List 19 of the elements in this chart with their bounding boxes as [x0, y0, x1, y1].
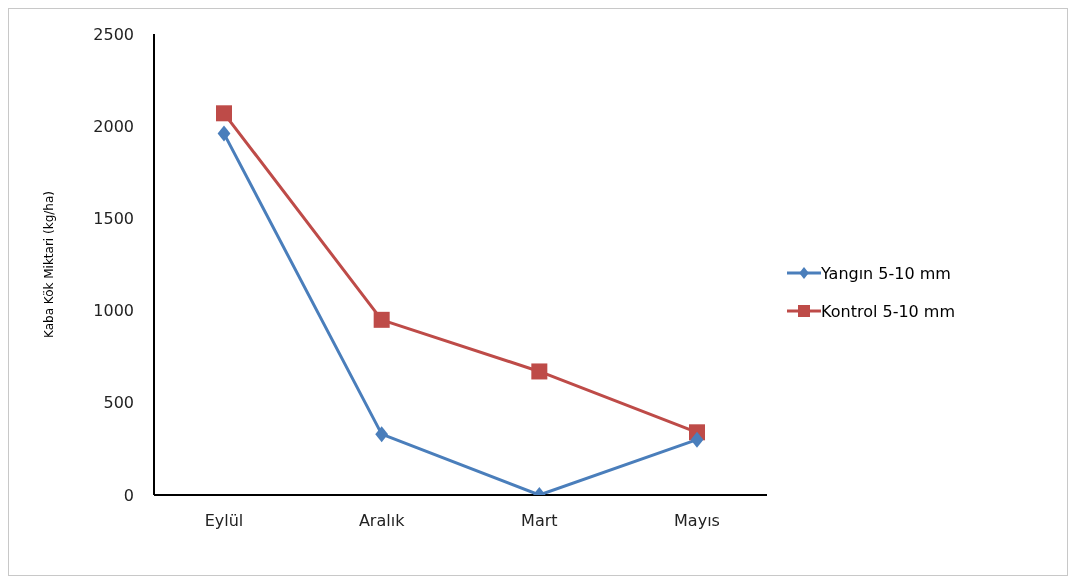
point [216, 105, 232, 122]
point [217, 125, 231, 142]
y-tick-label: 1000 [93, 301, 134, 321]
y-tick-label: 2500 [93, 24, 134, 44]
x-tick-label: Eylül [204, 511, 244, 531]
point [690, 431, 704, 448]
y-tick-label: 500 [103, 393, 134, 413]
y-axis-title: Kaba Kök Miktari (kg/ha) [42, 191, 57, 338]
y-tick-label: 2000 [93, 116, 134, 136]
legend-label: Kontrol 5-10 mm [821, 301, 956, 321]
y-tick-label: 0 [123, 485, 134, 505]
x-tick-label: Aralık [358, 511, 406, 531]
point [531, 363, 548, 380]
point [375, 426, 389, 443]
point [373, 311, 390, 328]
x-tick-label: Mart [521, 511, 558, 531]
legend-label: Yangın 5-10 mm [821, 263, 951, 283]
y-tick-label: 1500 [93, 209, 134, 229]
x-tick-label: Mayıs [674, 511, 720, 531]
